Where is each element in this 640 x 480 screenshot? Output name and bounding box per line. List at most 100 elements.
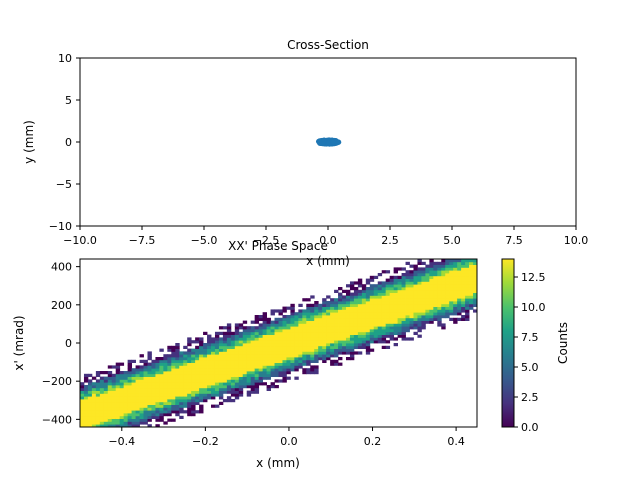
heatmap-cell <box>425 289 430 293</box>
heatmap-cell <box>171 399 176 403</box>
heatmap-cell <box>425 273 430 277</box>
heatmap-cell <box>290 309 295 313</box>
heatmap-cell <box>294 359 299 363</box>
heatmap-cell <box>179 354 184 358</box>
heatmap-cell <box>445 287 450 291</box>
heatmap-cell <box>119 379 125 383</box>
heatmap-cell <box>234 376 240 380</box>
heatmap-cell <box>107 379 113 383</box>
heatmap-cell <box>310 331 315 335</box>
heatmap-cell <box>230 354 236 358</box>
heatmap-cell <box>461 284 466 288</box>
heatmap-cell <box>377 292 383 296</box>
heatmap-cell <box>469 306 474 310</box>
heatmap-cell <box>199 379 204 383</box>
heatmap-cell <box>195 345 200 349</box>
phase-space-x-tick-label: 0.0 <box>280 435 298 448</box>
heatmap-cell <box>155 385 160 389</box>
heatmap-cell <box>187 340 192 344</box>
heatmap-cell <box>302 320 307 324</box>
heatmap-cell <box>183 368 188 372</box>
heatmap-cell <box>353 281 359 285</box>
heatmap-cell <box>131 413 136 417</box>
heatmap-cell <box>385 281 391 285</box>
heatmap-cell <box>353 351 359 355</box>
heatmap-cell <box>298 315 303 319</box>
heatmap-cell <box>369 320 375 324</box>
heatmap-cell <box>326 295 331 299</box>
heatmap-cell <box>290 340 295 344</box>
heatmap-cell <box>95 379 101 383</box>
heatmap-cell <box>143 362 148 366</box>
heatmap-cell <box>318 306 323 310</box>
heatmap-cell <box>377 306 383 310</box>
heatmap-cell <box>298 337 303 341</box>
heatmap-cell <box>159 401 164 405</box>
heatmap-cell <box>342 320 347 324</box>
heatmap-cell <box>361 329 367 333</box>
heatmap-cell <box>369 306 375 310</box>
heatmap-cell <box>242 359 248 363</box>
heatmap-cell <box>214 354 220 358</box>
heatmap-cell <box>282 354 287 358</box>
heatmap-cell <box>123 418 129 422</box>
heatmap-cell <box>381 331 387 335</box>
heatmap-cell <box>349 281 355 285</box>
heatmap-cell <box>441 275 446 279</box>
heatmap-cell <box>429 275 434 279</box>
heatmap-cell <box>449 270 454 274</box>
heatmap-cell <box>91 401 97 405</box>
heatmap-cell <box>345 312 351 316</box>
heatmap-cell <box>318 340 323 344</box>
heatmap-cell <box>131 396 136 400</box>
heatmap-cell <box>449 309 454 313</box>
heatmap-cell <box>199 404 204 408</box>
heatmap-cell <box>353 343 359 347</box>
heatmap-cell <box>266 326 271 330</box>
heatmap-cell <box>381 301 387 305</box>
heatmap-cell <box>290 312 295 316</box>
heatmap-cell <box>314 331 319 335</box>
heatmap-cell <box>369 295 375 299</box>
heatmap-cell <box>262 343 267 347</box>
heatmap-cell <box>171 385 176 389</box>
heatmap-cell <box>155 371 160 375</box>
heatmap-cell <box>314 368 319 372</box>
heatmap-cell <box>151 365 156 369</box>
heatmap-cell <box>365 320 371 324</box>
heatmap-cell <box>326 326 331 330</box>
heatmap-cell <box>175 362 180 366</box>
heatmap-cell <box>393 323 398 327</box>
heatmap-cell <box>377 281 383 285</box>
heatmap-cell <box>203 331 208 335</box>
heatmap-cell <box>334 306 339 310</box>
heatmap-cell <box>230 348 236 352</box>
heatmap-cell <box>286 329 291 333</box>
heatmap-cell <box>258 371 264 375</box>
heatmap-cell <box>409 323 414 327</box>
heatmap-cell <box>353 292 359 296</box>
heatmap-cell <box>469 292 474 296</box>
heatmap-cell <box>238 368 244 372</box>
heatmap-cell <box>318 348 323 352</box>
heatmap-cell <box>207 365 212 369</box>
heatmap-cell <box>457 270 462 274</box>
heatmap-cell <box>353 345 359 349</box>
heatmap-cell <box>270 351 275 355</box>
heatmap-cell <box>258 359 264 363</box>
heatmap-cell <box>437 275 442 279</box>
heatmap-cell <box>302 348 307 352</box>
heatmap-cell <box>318 337 323 341</box>
heatmap-cell <box>218 331 224 335</box>
heatmap-cell <box>159 415 164 419</box>
heatmap-cell <box>163 382 168 386</box>
heatmap-cell <box>155 399 160 403</box>
heatmap-cell <box>151 413 156 417</box>
heatmap-cell <box>413 298 418 302</box>
heatmap-cell <box>254 371 260 375</box>
heatmap-cell <box>222 382 228 386</box>
heatmap-cell <box>183 401 188 405</box>
heatmap-cell <box>441 312 446 316</box>
colorbar-tick-label: 0.0 <box>521 421 539 434</box>
